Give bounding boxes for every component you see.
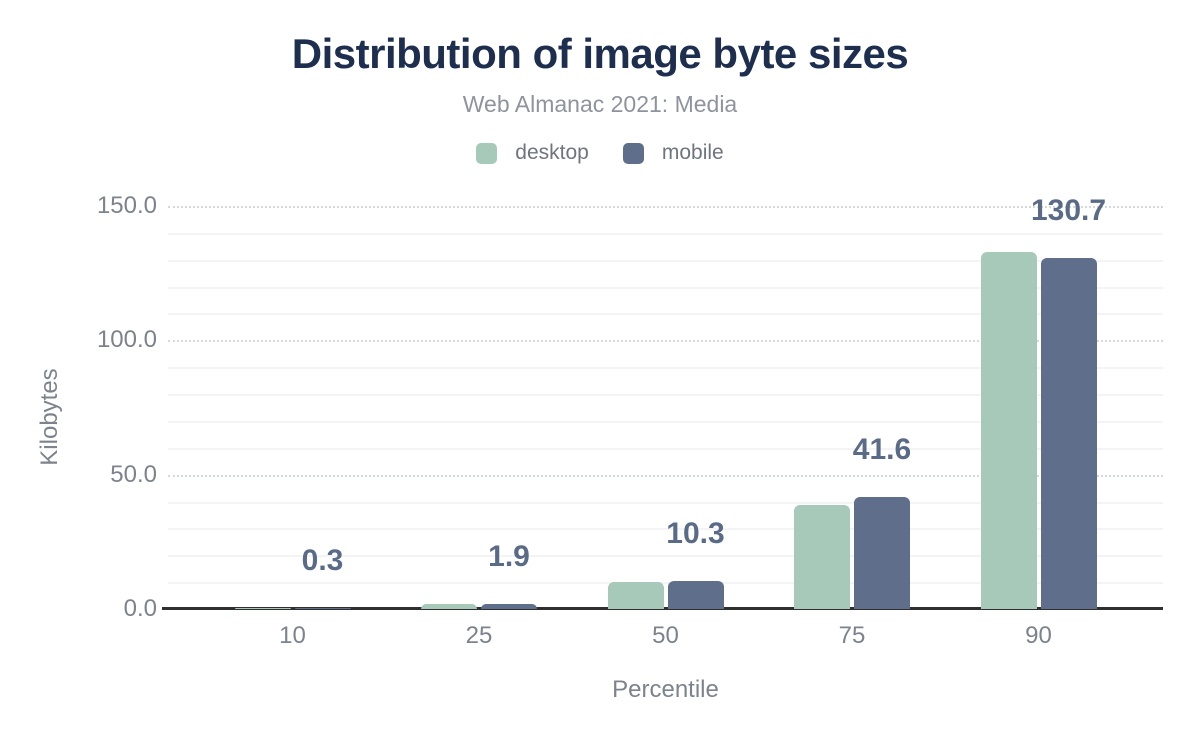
- bar-desktop-p75[interactable]: [794, 505, 850, 609]
- minor-gridline: [168, 394, 1163, 397]
- value-label-p90: 130.7: [1030, 193, 1107, 227]
- minor-gridline: [168, 447, 1163, 450]
- x-tick-label-90: 90: [1025, 622, 1052, 649]
- y-tick-label: 50.0: [110, 460, 157, 488]
- minor-gridline: [168, 582, 1163, 585]
- x-tick-label-25: 25: [465, 622, 493, 649]
- x-axis-title: Percentile: [612, 676, 719, 703]
- minor-gridline: [168, 232, 1163, 235]
- chart-legend: desktop mobile: [0, 141, 1200, 165]
- bar-desktop-p50[interactable]: [607, 581, 664, 609]
- y-tick-label: 0.0: [123, 595, 157, 622]
- value-label-p25: 1.9: [488, 539, 530, 573]
- bar-mobile-p75[interactable]: [854, 497, 910, 609]
- bar-mobile-p50[interactable]: [667, 581, 724, 609]
- legend-item-desktop[interactable]: desktop: [476, 141, 589, 165]
- bar-mobile-p25[interactable]: [481, 603, 537, 609]
- chart-subtitle: Web Almanac 2021: Media: [462, 91, 738, 117]
- legend-label-desktop: desktop: [515, 141, 589, 164]
- bar-mobile-p90[interactable]: [1040, 257, 1097, 609]
- y-tick-label: 150.0: [96, 192, 157, 219]
- bar-desktop-p90[interactable]: [980, 251, 1037, 609]
- desktop-series-swatch-icon: [476, 142, 498, 164]
- bar-mobile-p10[interactable]: [294, 608, 351, 609]
- value-label-p50: 10.3: [666, 517, 725, 551]
- major-gridline: [168, 474, 1163, 477]
- chart-title: Distribution of image byte sizes: [291, 30, 909, 77]
- bar-desktop-p10[interactable]: [234, 608, 291, 609]
- plot-area: 0.3 1.9 10.3 41.6 130.7: [162, 195, 1163, 610]
- value-label-p75: 41.6: [852, 433, 912, 467]
- major-gridline: [168, 206, 1163, 208]
- minor-gridline: [168, 367, 1163, 370]
- minor-gridline: [168, 501, 1163, 504]
- legend-label-mobile: mobile: [661, 141, 724, 164]
- x-tick-label-50: 50: [652, 622, 679, 649]
- value-label-p10: 0.3: [301, 544, 344, 578]
- minor-gridline: [168, 259, 1163, 262]
- minor-gridline: [168, 555, 1163, 558]
- mobile-series-swatch-icon: [622, 142, 644, 164]
- x-tick-label-75: 75: [838, 622, 866, 649]
- minor-gridline: [168, 313, 1163, 316]
- minor-gridline: [168, 420, 1163, 423]
- major-gridline: [168, 340, 1163, 343]
- y-tick-label: 100.0: [96, 326, 157, 354]
- bar-desktop-p25[interactable]: [421, 603, 477, 609]
- minor-gridline: [168, 528, 1163, 531]
- x-tick-label-10: 10: [279, 622, 306, 649]
- minor-gridline: [168, 286, 1163, 289]
- legend-item-mobile[interactable]: mobile: [622, 141, 724, 165]
- y-axis-title: Kilobytes: [36, 368, 63, 466]
